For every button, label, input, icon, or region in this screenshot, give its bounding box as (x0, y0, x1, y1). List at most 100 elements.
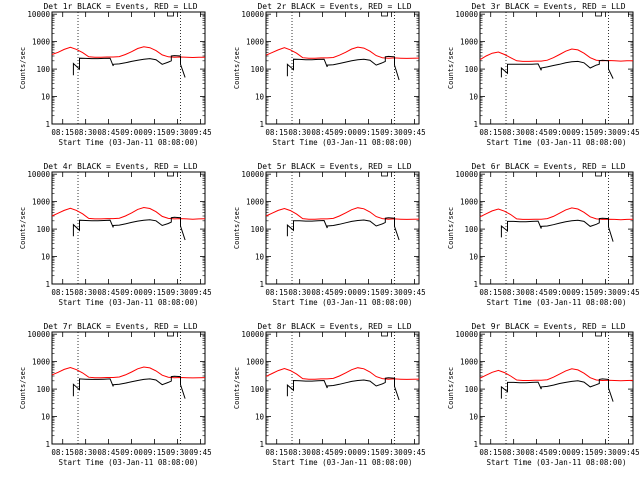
series-red-line (265, 367, 420, 380)
y-tick-label: 10 (41, 253, 51, 262)
x-axis-label: Start Time (03-Jan-11 08:08:00) (273, 458, 413, 467)
x-tick-label: 09:45 (403, 288, 426, 297)
x-axis-label: Start Time (03-Jan-11 08:08:00) (273, 138, 413, 147)
series-black-line (72, 55, 186, 78)
x-tick-label: 08:45 (525, 288, 548, 297)
y-tick-label: 1000 (246, 198, 265, 207)
x-tick-label: 09:15 (357, 448, 380, 457)
panel-5: Det 5r BLACK = Events, RED = LLD 1 10 100 10… (233, 162, 426, 307)
x-axis-label: Start Time (03-Jan-11 08:08:00) (273, 298, 413, 307)
top-marker (167, 171, 174, 177)
y-tick-label: 1000 (460, 198, 479, 207)
x-tick-label: 09:15 (571, 128, 594, 137)
y-tick-label: 100 (250, 385, 264, 394)
top-marker (381, 171, 388, 177)
x-tick-label: 09:15 (571, 288, 594, 297)
y-tick-label: 1000 (32, 358, 51, 367)
panel-title: Det 2r BLACK = Events, RED = LLD (257, 2, 411, 11)
x-tick-label: 08:30 (502, 288, 525, 297)
panel-title: Det 9r BLACK = Events, RED = LLD (471, 322, 625, 331)
y-axis-label: Counts/sec (19, 207, 27, 249)
y-tick-label: 10 (41, 413, 51, 422)
y-tick-label: 1 (259, 120, 264, 129)
x-axis-label: Start Time (03-Jan-11 08:08:00) (487, 458, 627, 467)
y-tick-label: 1 (473, 120, 478, 129)
x-tick-label: 09:30 (380, 288, 403, 297)
x-tick-label: 08:30 (288, 128, 311, 137)
panel-title: Det 8r BLACK = Events, RED = LLD (257, 322, 411, 331)
x-tick-label: 09:15 (357, 128, 380, 137)
x-tick-label: 09:15 (357, 288, 380, 297)
x-tick-label: 08:15 (479, 288, 502, 297)
series-black-line (286, 377, 400, 401)
top-marker (381, 11, 388, 17)
series-red-line (479, 48, 634, 62)
series-red-line (51, 206, 206, 220)
panel-title: Det 3r BLACK = Events, RED = LLD (471, 2, 625, 11)
x-tick-label: 09:00 (334, 448, 357, 457)
panel-title: Det 7r BLACK = Events, RED = LLD (43, 322, 197, 331)
top-marker (381, 331, 388, 337)
x-tick-label: 09:30 (594, 288, 617, 297)
x-tick-label: 08:15 (265, 448, 288, 457)
x-tick-label: 09:00 (334, 288, 357, 297)
x-tick-label: 09:45 (617, 288, 640, 297)
plot-frame (265, 331, 420, 445)
y-tick-label: 100 (36, 385, 50, 394)
x-tick-label: 09:30 (166, 448, 189, 457)
y-tick-label: 10000 (241, 330, 264, 339)
x-tick-label: 08:30 (288, 288, 311, 297)
y-tick-label: 1000 (32, 38, 51, 47)
y-tick-label: 10 (255, 253, 265, 262)
series-black-line (286, 55, 400, 81)
y-axis-label: Counts/sec (447, 367, 455, 409)
y-tick-label: 1000 (246, 358, 265, 367)
panel-6: Det 6r BLACK = Events, RED = LLD 1 10 100 10… (447, 162, 640, 307)
plot-frame (51, 11, 206, 125)
x-tick-label: 08:15 (265, 128, 288, 137)
y-tick-label: 10000 (241, 10, 264, 19)
x-tick-label: 08:30 (74, 448, 97, 457)
x-axis-label: Start Time (03-Jan-11 08:08:00) (59, 458, 199, 467)
top-marker (595, 11, 602, 17)
y-tick-label: 10 (255, 413, 265, 422)
y-axis-label: Counts/sec (447, 47, 455, 89)
x-tick-label: 08:45 (311, 128, 334, 137)
y-tick-label: 100 (464, 225, 478, 234)
x-tick-label: 09:15 (571, 448, 594, 457)
y-tick-label: 100 (464, 385, 478, 394)
panel-3: Det 3r BLACK = Events, RED = LLD 1 10 100 10… (447, 2, 640, 147)
y-tick-label: 10 (255, 93, 265, 102)
x-tick-label: 09:30 (380, 448, 403, 457)
x-tick-label: 08:15 (479, 128, 502, 137)
x-tick-label: 08:30 (502, 448, 525, 457)
y-tick-label: 1 (473, 440, 478, 449)
series-red-line (265, 46, 420, 59)
x-tick-label: 09:45 (403, 448, 426, 457)
x-tick-label: 09:00 (120, 448, 143, 457)
y-tick-label: 100 (250, 65, 264, 74)
panel-title: Det 1r BLACK = Events, RED = LLD (43, 2, 197, 11)
plot-frame (479, 331, 634, 445)
x-tick-label: 08:45 (311, 288, 334, 297)
y-tick-label: 1000 (460, 358, 479, 367)
x-tick-label: 09:30 (594, 128, 617, 137)
x-tick-label: 08:15 (479, 448, 502, 457)
x-tick-label: 08:45 (97, 288, 120, 297)
x-tick-label: 09:00 (548, 288, 571, 297)
x-axis-label: Start Time (03-Jan-11 08:08:00) (487, 298, 627, 307)
y-axis-label: Counts/sec (233, 367, 241, 409)
y-tick-label: 10000 (27, 10, 50, 19)
x-tick-label: 08:30 (74, 288, 97, 297)
x-tick-label: 09:45 (403, 128, 426, 137)
plot-frame (265, 11, 420, 125)
x-tick-label: 08:45 (97, 448, 120, 457)
panel-7: Det 7r BLACK = Events, RED = LLD 1 10 100 10… (19, 322, 212, 467)
y-tick-label: 100 (464, 65, 478, 74)
top-marker (167, 331, 174, 337)
panel-1: Det 1r BLACK = Events, RED = LLD 1 10 100 10… (19, 2, 212, 147)
x-tick-label: 09:30 (594, 448, 617, 457)
x-tick-label: 09:00 (120, 128, 143, 137)
y-tick-label: 1000 (460, 38, 479, 47)
y-tick-label: 1 (45, 120, 50, 129)
